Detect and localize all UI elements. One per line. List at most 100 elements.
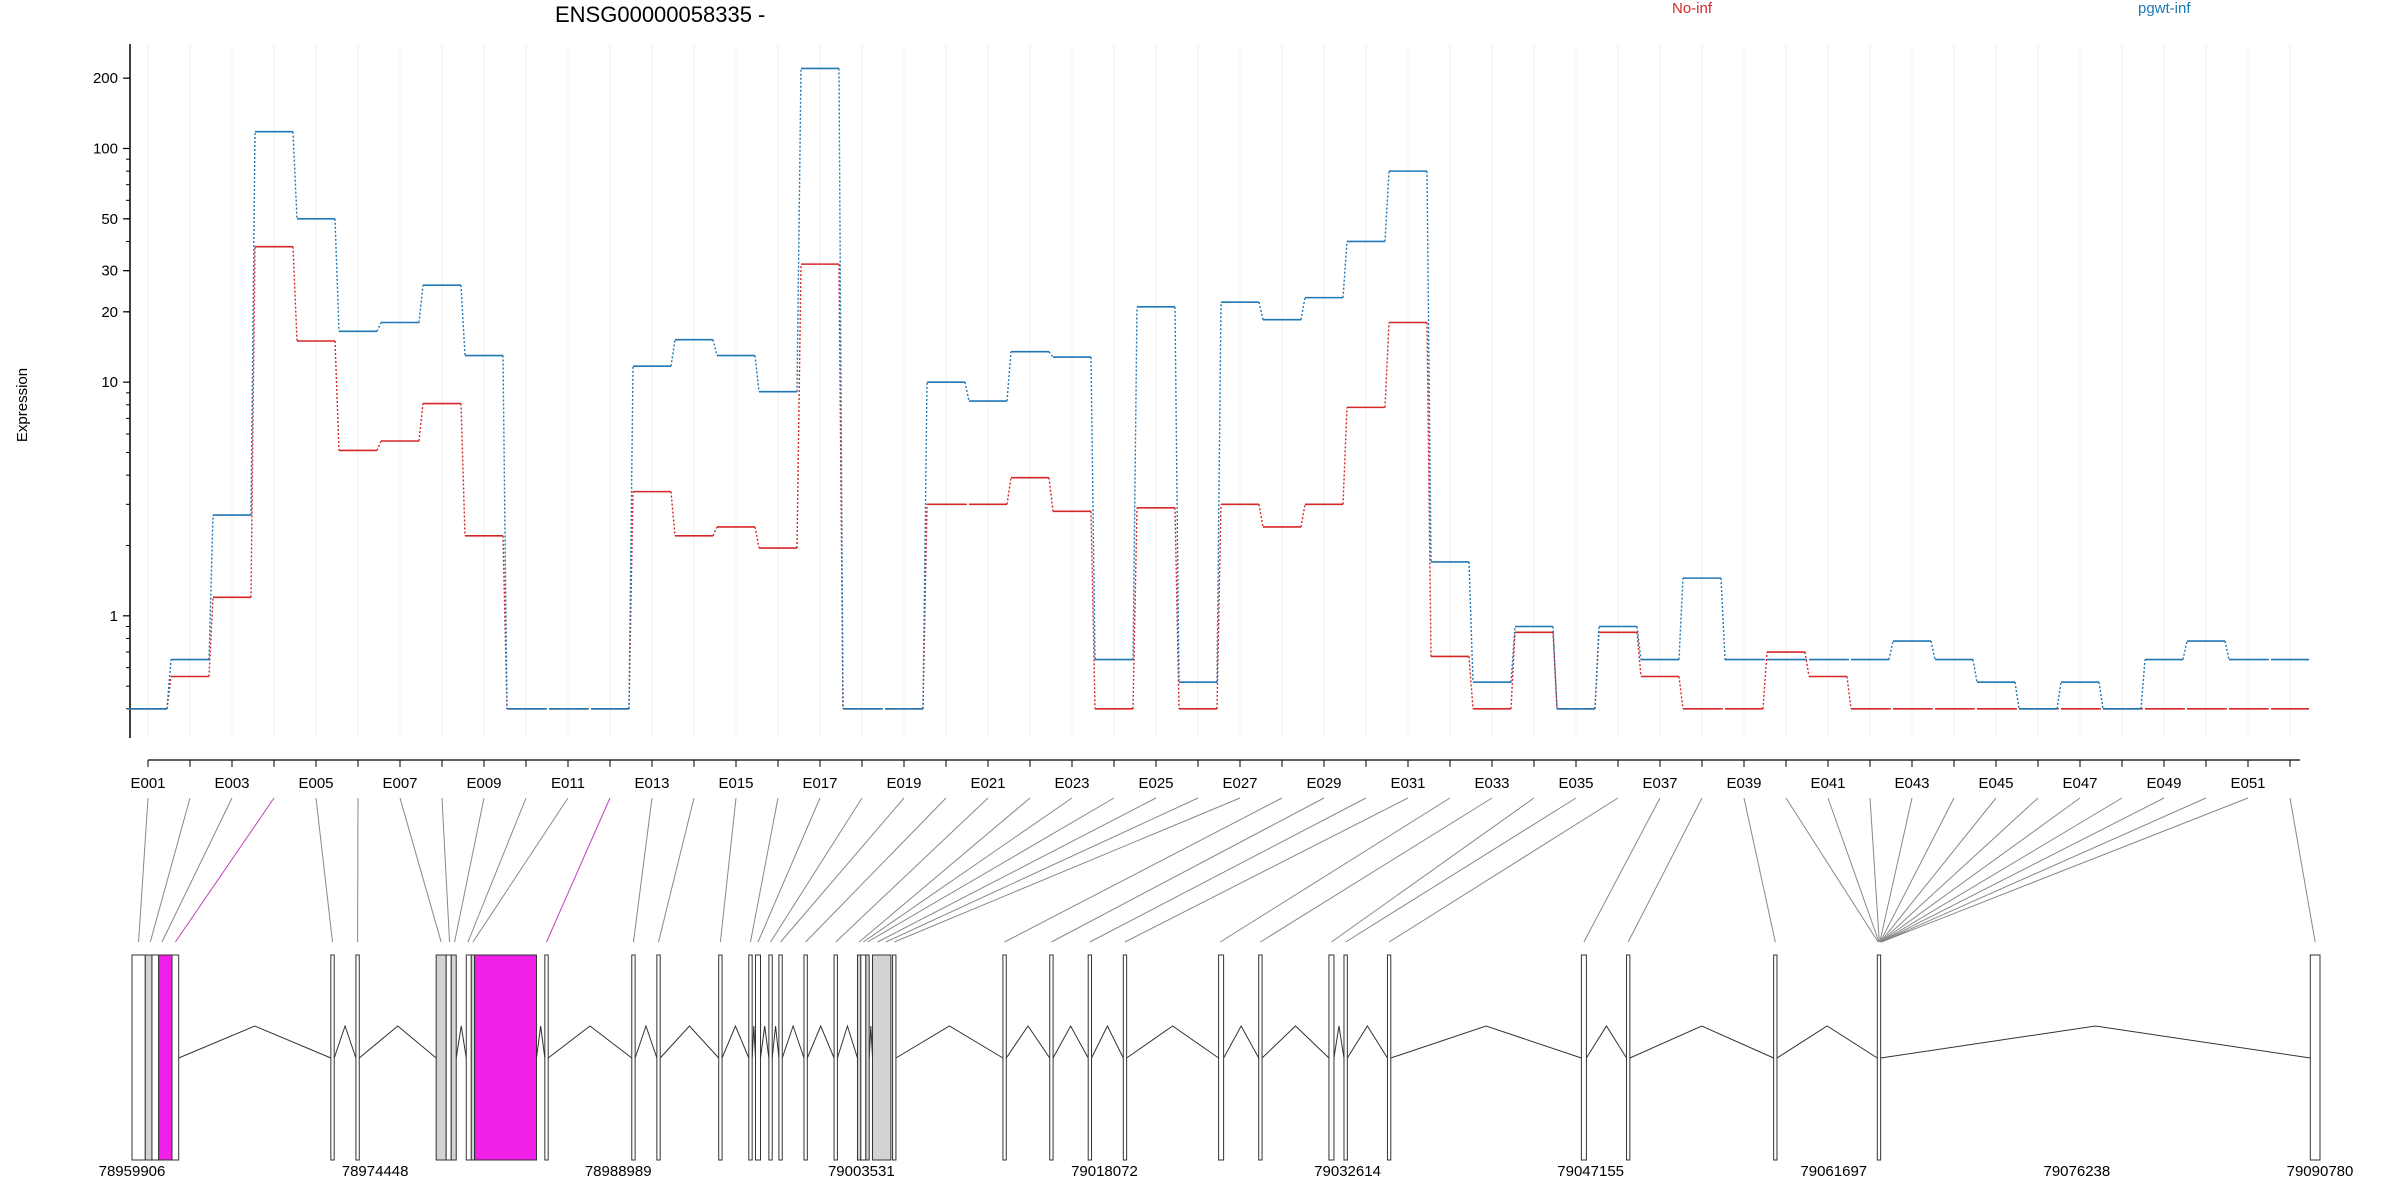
exon-connector-line bbox=[1881, 797, 2249, 943]
intron-line bbox=[760, 1025, 770, 1059]
series-connector bbox=[754, 355, 760, 392]
y-tick-label: 30 bbox=[101, 263, 118, 280]
series-connector bbox=[2014, 682, 2020, 709]
series-connector bbox=[964, 382, 970, 402]
exon-connector-line bbox=[1880, 797, 2123, 943]
exon-box bbox=[474, 954, 537, 1161]
exon-box bbox=[748, 954, 753, 1161]
exon-connector-line bbox=[467, 797, 527, 943]
exon-connector-line bbox=[1583, 797, 1661, 943]
intron-line bbox=[1880, 1025, 2311, 1059]
exon-connector-line bbox=[454, 797, 485, 943]
series-connector bbox=[1678, 578, 1684, 660]
intron-line bbox=[836, 1024, 858, 1059]
exon-connector-line bbox=[1331, 797, 1535, 943]
series-connector bbox=[1846, 676, 1852, 709]
intron-line bbox=[1629, 1025, 1774, 1059]
x-tick-label: E015 bbox=[718, 775, 753, 792]
x-tick-label: E041 bbox=[1810, 775, 1845, 792]
gene-model: 78959906 78974448 78988989 79003531 79018072… bbox=[99, 797, 2353, 1180]
x-tick-label: E043 bbox=[1894, 775, 1929, 792]
genomic-coordinate-label: 79047155 bbox=[1557, 1163, 1624, 1180]
x-tick-label: E039 bbox=[1726, 775, 1761, 792]
exon-box bbox=[768, 954, 773, 1161]
series-connector bbox=[1300, 504, 1306, 528]
exon-connector-line bbox=[174, 797, 275, 943]
exon-connector-line bbox=[1004, 797, 1283, 943]
intron-line bbox=[1585, 1025, 1627, 1059]
exon-box bbox=[1386, 954, 1392, 1161]
series-connector bbox=[1090, 357, 1096, 660]
series-connector bbox=[502, 355, 508, 709]
exon-connector-line bbox=[1124, 797, 1409, 943]
intron-line bbox=[771, 1025, 780, 1059]
exon-box bbox=[1258, 954, 1263, 1161]
series-connector bbox=[292, 131, 298, 219]
exon-box bbox=[1122, 954, 1128, 1161]
exon-box bbox=[158, 954, 173, 1161]
x-tick-label: E017 bbox=[802, 775, 837, 792]
series-connector bbox=[1132, 507, 1138, 709]
exon-connector-line bbox=[780, 797, 905, 943]
exon-connector-line bbox=[1220, 797, 1451, 943]
series-connector bbox=[1132, 306, 1138, 660]
series-connector bbox=[1174, 306, 1180, 683]
x-tick-label: E037 bbox=[1642, 775, 1677, 792]
intron-line bbox=[868, 1025, 874, 1059]
exon-connector-line bbox=[658, 797, 695, 943]
series-connector bbox=[1888, 640, 1894, 660]
intron-line bbox=[634, 1024, 658, 1059]
y-axis-label: Expression bbox=[14, 368, 31, 442]
x-tick-label: E031 bbox=[1390, 775, 1425, 792]
exon-box bbox=[1876, 954, 1882, 1161]
series-connector bbox=[250, 246, 256, 598]
series-connector bbox=[922, 382, 928, 709]
series-connector bbox=[1510, 626, 1516, 683]
x-tick-label: E035 bbox=[1558, 775, 1593, 792]
series-connector bbox=[208, 597, 214, 677]
exon-connector-line bbox=[1089, 797, 1367, 943]
x-tick-label: E021 bbox=[970, 775, 1005, 792]
exon-connector-line bbox=[161, 797, 233, 943]
intron-line bbox=[1333, 1025, 1345, 1059]
exon-connector-line bbox=[1627, 797, 1703, 943]
x-tick-label: E033 bbox=[1474, 775, 1509, 792]
series-connector bbox=[1426, 171, 1432, 562]
x-tick-label: E005 bbox=[298, 775, 333, 792]
exon-connector-line bbox=[632, 797, 653, 943]
exon-box bbox=[865, 954, 870, 1161]
intron-line bbox=[1005, 1025, 1051, 1059]
series-connector bbox=[1342, 407, 1348, 505]
exon-connector-line bbox=[1785, 797, 1879, 943]
exon-connector-line bbox=[885, 797, 1199, 943]
genomic-coordinate-label: 79061697 bbox=[1800, 1163, 1867, 1180]
series-connector bbox=[1090, 511, 1096, 709]
genomic-coordinate-label: 79032614 bbox=[1314, 1163, 1381, 1180]
series-connector bbox=[2224, 640, 2230, 660]
exon-box bbox=[631, 954, 636, 1161]
exon-connector-line bbox=[757, 797, 821, 943]
series-connector bbox=[2140, 659, 2146, 709]
series-connector bbox=[1048, 477, 1054, 512]
intron-line bbox=[535, 1025, 546, 1059]
series-connector bbox=[166, 659, 172, 709]
exon-connector-line bbox=[1879, 797, 1913, 943]
exon-connector-line bbox=[1881, 797, 2207, 943]
x-tick-label: E047 bbox=[2062, 775, 2097, 792]
series-connector bbox=[796, 68, 802, 392]
intron-line bbox=[1052, 1024, 1089, 1059]
exon-connector-line bbox=[1260, 797, 1493, 943]
chart-title: ENSG00000058335 - bbox=[555, 2, 765, 27]
exon-box bbox=[872, 954, 892, 1161]
intron-line bbox=[1091, 1024, 1124, 1059]
intron-line bbox=[659, 1025, 720, 1059]
x-tick-label: E001 bbox=[130, 775, 165, 792]
exon-connector-line bbox=[1345, 797, 1577, 943]
x-tick-label: E009 bbox=[466, 775, 501, 792]
exon-box bbox=[803, 954, 808, 1161]
exon-box bbox=[1002, 954, 1007, 1161]
exon-connector-line bbox=[1743, 797, 1776, 943]
exon-box bbox=[171, 954, 180, 1161]
exon-connector-line bbox=[149, 797, 191, 943]
